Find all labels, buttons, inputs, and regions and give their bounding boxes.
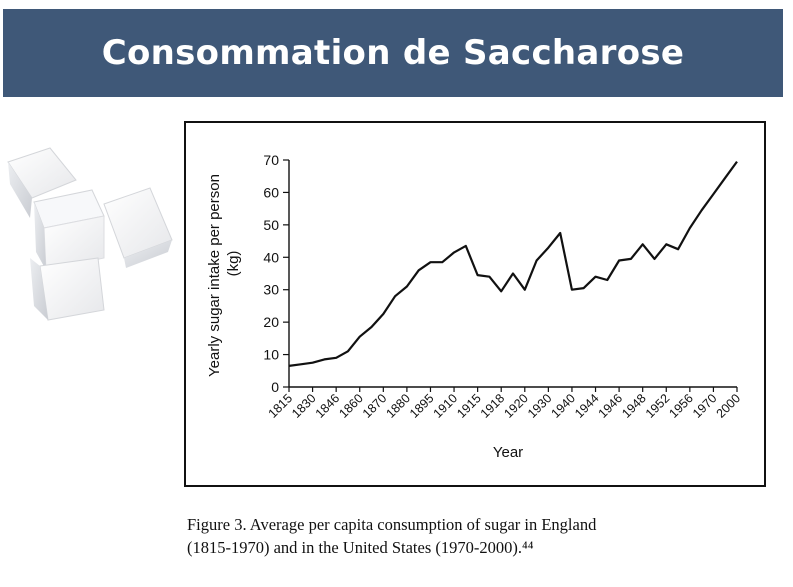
sugar-consumption-chart: 0 10 20 30 40 50 60 70 181518301846186018701880… [206, 152, 744, 461]
x-tick-label: 1880 [383, 391, 413, 421]
x-tick-label: 1952 [643, 391, 673, 421]
y-tick-label: 50 [263, 217, 279, 233]
x-axis-label: Year [493, 444, 523, 461]
title-banner: Consommation de Saccharose [3, 9, 783, 97]
sugar-cubes-image [0, 140, 190, 330]
x-tick-label: 1956 [666, 391, 696, 421]
y-tick-label: 70 [263, 152, 279, 168]
x-tick-label: 1846 [313, 391, 343, 421]
x-tick-label: 1830 [289, 391, 319, 421]
chart-frame: 0 10 20 30 40 50 60 70 1815 1830 1846 1860 1870 1880… [184, 121, 766, 487]
x-tick-label: 1860 [336, 391, 366, 421]
y-tick-label: 40 [263, 249, 279, 265]
y-tick-label: 60 [263, 184, 279, 200]
x-tick-label: 1815 [266, 391, 296, 421]
y-axis-label: Yearly sugar intake per person [206, 174, 223, 377]
y-tick-label: 30 [263, 282, 279, 298]
caption-line-2: (1815-1970) and in the United States (19… [187, 538, 534, 557]
series-line [288, 160, 738, 367]
y-axis-unit-label: (kg) [225, 251, 242, 277]
x-tick-label: 1946 [596, 391, 626, 421]
figure-caption: Figure 3. Average per capita consumption… [187, 513, 777, 559]
x-tick-label: 1970 [690, 391, 720, 421]
x-tick-label: 1870 [360, 391, 390, 421]
x-tick-label: 1910 [431, 391, 461, 421]
sugar-cube-left [7, 147, 77, 218]
sugar-cube-bottom [30, 257, 105, 321]
x-tick-label: 1915 [454, 391, 484, 421]
y-tick-label: 0 [271, 379, 279, 395]
x-tick-label: 1920 [501, 391, 531, 421]
x-tick-label: 1895 [407, 391, 437, 421]
x-tick-label: 2000 [714, 391, 744, 421]
caption-line-1: Figure 3. Average per capita consumption… [187, 515, 597, 534]
x-tick-label: 1940 [549, 391, 579, 421]
x-tick-label: 1930 [525, 391, 555, 421]
slide-title: Consommation de Saccharose [101, 33, 685, 73]
y-tick-label: 10 [263, 347, 279, 363]
x-tick-label: 1944 [572, 391, 602, 421]
y-tick-label: 20 [263, 314, 279, 330]
x-tick-label: 1918 [478, 391, 508, 421]
x-tick-label: 1948 [619, 391, 649, 421]
sugar-cube-right [103, 187, 173, 268]
sugar-cube-middle [33, 189, 105, 271]
